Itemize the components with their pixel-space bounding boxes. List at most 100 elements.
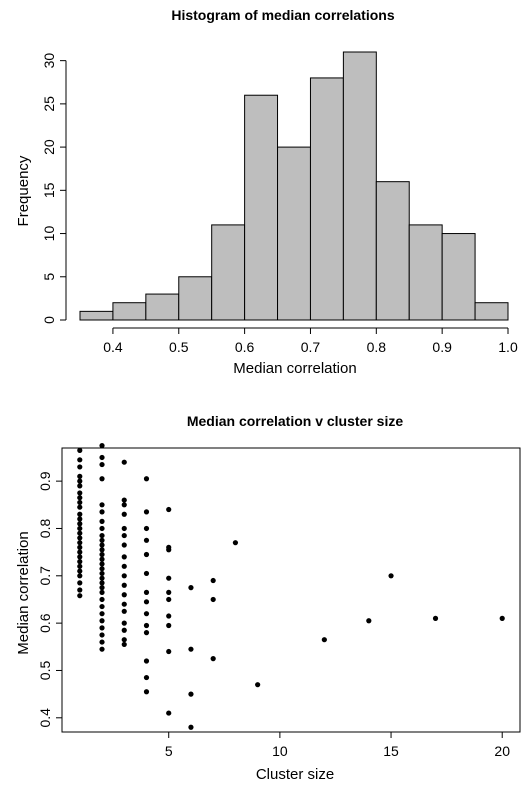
scatter-point — [99, 566, 105, 572]
histogram-bar — [441, 233, 476, 321]
scatter-point — [121, 582, 127, 588]
scatter-point — [166, 613, 172, 619]
scatter-point — [99, 632, 105, 638]
scatter-point — [121, 601, 127, 607]
scatter-point — [188, 585, 194, 591]
scatter-y-axis-title: Median correlation — [15, 531, 32, 654]
histogram-x-axis-title: Median correlation — [233, 360, 356, 377]
scatter-panel: Median correlation v cluster size 5 10 15 2… — [15, 413, 521, 783]
scatter-x-tick-label: 5 — [165, 743, 173, 759]
scatter-title: Median correlation v cluster size — [187, 413, 404, 429]
scatter-point — [210, 656, 216, 662]
scatter-point — [121, 573, 127, 579]
scatter-point — [366, 618, 372, 624]
scatter-point — [99, 611, 105, 617]
scatter-x-ticks: 5 10 15 20 — [165, 732, 510, 759]
histogram-bar — [211, 224, 246, 321]
scatter-points — [77, 443, 505, 730]
scatter-point — [77, 554, 83, 560]
scatter-point — [143, 537, 150, 543]
histogram-y-tick-label: 20 — [41, 139, 57, 155]
scatter-point — [77, 464, 83, 470]
scatter-point — [143, 551, 150, 558]
histogram-x-tick-label: 0.9 — [432, 339, 452, 355]
histogram-bar — [178, 276, 213, 321]
scatter-point — [143, 509, 150, 515]
scatter-point — [99, 618, 105, 624]
scatter-point — [188, 646, 194, 652]
scatter-point — [99, 596, 105, 603]
scatter-y-tick-label: 0.8 — [37, 519, 53, 539]
histogram-x-tick-label: 0.6 — [235, 339, 255, 355]
scatter-point — [77, 473, 83, 479]
scatter-point — [77, 580, 83, 586]
scatter-point — [77, 457, 83, 463]
histogram-x-tick-label: 0.8 — [367, 339, 387, 355]
histogram-title: Histogram of median correlations — [171, 7, 394, 23]
scatter-point — [77, 549, 83, 555]
scatter-point — [143, 689, 150, 695]
scatter-point — [77, 483, 83, 489]
histogram-y-tick-label: 10 — [41, 226, 57, 242]
histogram-y-tick-label: 0 — [41, 316, 57, 324]
scatter-point — [121, 502, 127, 508]
scatter-point — [99, 476, 105, 482]
scatter-point — [77, 511, 83, 517]
scatter-point — [77, 587, 83, 593]
scatter-point — [99, 454, 105, 461]
scatter-point — [121, 608, 127, 614]
scatter-x-tick-label: 20 — [494, 743, 510, 759]
scatter-point — [99, 561, 105, 567]
histogram-bar — [474, 302, 509, 321]
histogram-y-tick-label: 5 — [41, 273, 57, 281]
scatter-point — [77, 535, 83, 541]
scatter-point — [77, 530, 83, 536]
histogram-x-tick-label: 1.0 — [498, 339, 518, 355]
scatter-point — [143, 525, 150, 532]
scatter-y-tick-label: 0.5 — [37, 661, 53, 681]
scatter-point — [77, 559, 83, 565]
histogram-bars — [79, 51, 509, 321]
scatter-point — [121, 592, 127, 598]
scatter-point — [143, 570, 150, 577]
scatter-point — [77, 568, 83, 574]
scatter-point — [143, 589, 150, 595]
histogram-x-ticks: 0.4 0.5 0.6 0.7 0.8 0.9 1.0 — [103, 328, 518, 355]
scatter-point — [99, 547, 105, 553]
scatter-point — [99, 625, 105, 631]
scatter-point — [99, 525, 105, 532]
histogram-y-tick-label: 25 — [41, 96, 57, 112]
histogram-bar — [375, 181, 410, 321]
scatter-y-tick-label: 0.4 — [37, 708, 53, 728]
scatter-point — [77, 544, 83, 551]
scatter-point — [166, 622, 172, 629]
scatter-point — [188, 724, 194, 730]
scatter-point — [99, 443, 105, 449]
scatter-point — [121, 511, 127, 517]
scatter-point — [121, 554, 127, 560]
histogram-bar — [244, 94, 279, 321]
scatter-point — [121, 532, 127, 539]
scatter-point — [99, 542, 105, 548]
scatter-point — [143, 622, 150, 629]
scatter-point — [121, 525, 127, 532]
histogram-bar — [79, 310, 114, 321]
scatter-point — [99, 639, 105, 645]
scatter-y-tick-label: 0.7 — [37, 566, 53, 586]
scatter-point — [432, 615, 439, 622]
scatter-point — [77, 504, 83, 510]
scatter-point — [232, 540, 239, 546]
scatter-point — [321, 637, 327, 643]
scatter-point — [99, 532, 105, 539]
scatter-point — [77, 521, 83, 527]
scatter-point — [388, 573, 394, 579]
scatter-point — [121, 542, 127, 548]
scatter-point — [166, 710, 172, 716]
scatter-point — [99, 509, 105, 515]
scatter-point — [99, 502, 105, 508]
histogram-y-axis-title: Frequency — [15, 155, 32, 226]
scatter-point — [166, 506, 172, 513]
scatter-point — [143, 658, 150, 664]
scatter-point — [121, 497, 127, 503]
